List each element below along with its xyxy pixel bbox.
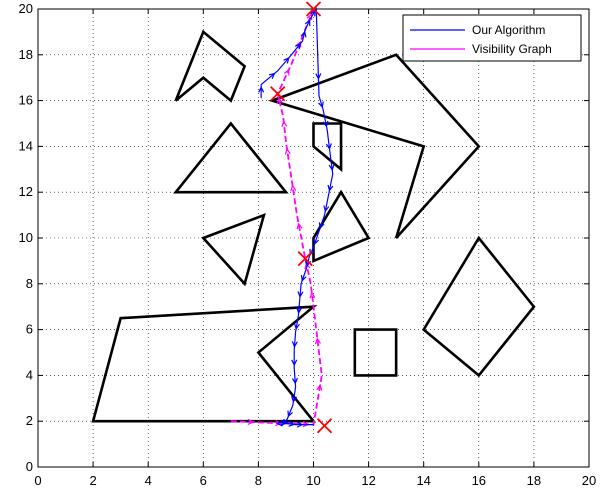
y-tick-label: 0 xyxy=(26,459,33,474)
series-arrow-our-algorithm xyxy=(328,164,335,172)
series-arrow-our-algorithm xyxy=(313,238,320,246)
series-arrow-visibility-graph xyxy=(276,97,283,104)
series-arrow-our-algorithm xyxy=(318,222,325,230)
legend-box xyxy=(402,14,582,62)
series-arrow-visibility-graph xyxy=(296,222,303,230)
series-arrow-our-algorithm xyxy=(288,420,296,427)
series-arrow-our-algorithm xyxy=(291,377,298,385)
obstacle-square-right xyxy=(353,328,398,377)
y-tick-label: 20 xyxy=(19,1,33,16)
series-arrow-visibility-graph xyxy=(306,13,313,21)
series-arrow-our-algorithm xyxy=(280,419,288,426)
waypoint-marker-stroke xyxy=(270,86,286,102)
x-tick-label: 20 xyxy=(582,473,596,488)
x-tick-label: 14 xyxy=(416,473,430,488)
series-arrow-our-algorithm xyxy=(318,101,324,109)
y-tick-label: 6 xyxy=(26,322,33,337)
x-tick-label: 6 xyxy=(200,473,207,488)
series-arrow-visibility-graph xyxy=(275,420,282,427)
obstacle-small-square xyxy=(312,122,343,173)
obstacle-zigzag xyxy=(174,29,247,103)
series-arrow-visibility-graph xyxy=(284,147,291,155)
series-arrow-our-algorithm xyxy=(297,291,304,298)
y-tick-label: 14 xyxy=(19,138,33,153)
markers xyxy=(270,1,333,434)
legend-label-visibility-graph: Visibility Graph xyxy=(472,42,552,56)
waypoint-marker xyxy=(270,86,286,102)
series-arrow-our-algorithm xyxy=(300,30,307,38)
series-arrow-our-algorithm xyxy=(291,396,298,403)
series-arrow-visibility-graph xyxy=(281,120,288,128)
y-tick-label: 16 xyxy=(19,93,33,108)
series-arrow-visibility-graph xyxy=(316,383,323,391)
obstacle-diamond-right xyxy=(422,235,536,378)
waypoint-marker-stroke xyxy=(297,250,313,267)
series-arrow-our-algorithm xyxy=(283,56,290,64)
y-tick-label: 4 xyxy=(26,367,33,382)
x-tick-label: 8 xyxy=(255,473,262,488)
x-tick-label: 4 xyxy=(145,473,152,488)
waypoint-marker xyxy=(297,250,313,267)
series-arrow-our-algorithm xyxy=(325,143,332,151)
waypoint-marker xyxy=(305,1,322,17)
series-arrow-our-algorithm xyxy=(287,410,294,418)
series-arrow-visibility-graph xyxy=(290,184,297,192)
x-tick-label: 16 xyxy=(472,473,486,488)
series-arrow-our-algorithm xyxy=(296,421,304,428)
y-tick-label: 18 xyxy=(19,47,33,62)
series-arrow-our-algorithm xyxy=(304,19,311,27)
waypoint-marker-stroke xyxy=(316,418,333,434)
series-arrow-our-algorithm xyxy=(296,307,303,314)
series-arrow-our-algorithm xyxy=(293,323,300,331)
series-arrow-our-algorithm xyxy=(294,42,302,50)
series-arrow-visibility-graph xyxy=(309,291,316,299)
series-arrow-visibility-graph xyxy=(247,418,255,425)
series-arrow-visibility-graph xyxy=(314,337,321,345)
legend-label-our-algorithm: Our Algorithm xyxy=(472,23,545,37)
obstacle-triangle-small xyxy=(201,212,266,287)
x-tick-label: 18 xyxy=(527,473,541,488)
legend: Our Algorithm Visibility Graph xyxy=(402,14,582,62)
obstacle-big-quad xyxy=(268,53,481,239)
series-arrow-our-algorithm xyxy=(322,120,329,128)
x-tick-label: 0 xyxy=(34,473,41,488)
waypoint-marker-stroke xyxy=(305,1,322,17)
series-arrow-our-algorithm xyxy=(300,274,307,282)
series-arrow-our-algorithm xyxy=(327,184,334,192)
obstacle-diamond-mid xyxy=(312,189,371,263)
series-arrow-our-algorithm xyxy=(323,205,330,213)
series-arrow-our-algorithm xyxy=(258,85,265,93)
series-arrow-our-algorithm xyxy=(315,73,322,80)
waypoint-marker xyxy=(316,418,333,434)
series-arrow-our-algorithm xyxy=(291,359,298,367)
y-tick-label: 8 xyxy=(26,276,33,291)
series-arrow-our-algorithm xyxy=(291,341,298,348)
x-tick-label: 10 xyxy=(306,473,320,488)
x-tick-label: 2 xyxy=(89,473,96,488)
axis-ticks: 0 2 4 6 8 10 12 14 16 18 20 0 2 4 6 8 10 12 14 16 18 20 xyxy=(19,1,597,488)
y-tick-label: 12 xyxy=(19,184,33,199)
y-tick-label: 10 xyxy=(19,230,33,245)
series-arrow-visibility-graph xyxy=(283,68,290,76)
series-arrow-our-algorithm xyxy=(268,72,276,79)
obstacle-triangle-upper xyxy=(173,121,289,194)
x-tick-label: 12 xyxy=(361,473,375,488)
y-tick-label: 2 xyxy=(26,413,33,428)
